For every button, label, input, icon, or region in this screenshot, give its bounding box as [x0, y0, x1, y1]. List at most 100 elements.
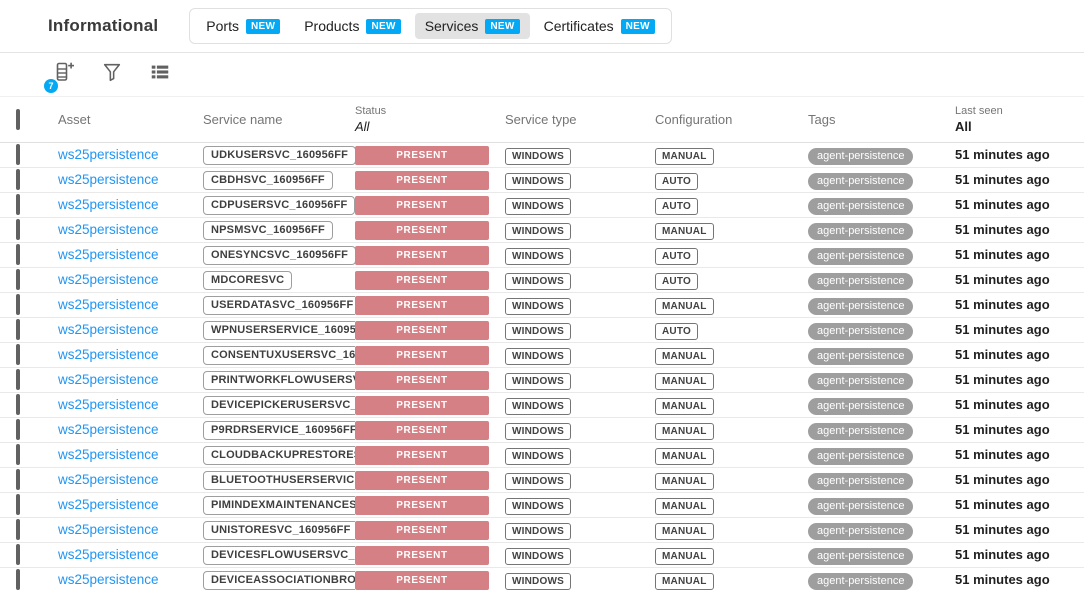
- filter-icon: [101, 61, 123, 88]
- service-type-chip: WINDOWS: [505, 247, 571, 265]
- tab-services[interactable]: Services NEW: [414, 13, 530, 39]
- last-seen-header-label: Last seen: [955, 105, 1003, 117]
- asset-link[interactable]: ws25persistence: [58, 247, 159, 262]
- asset-link[interactable]: ws25persistence: [58, 372, 159, 387]
- table-row: ws25persistence WPNUSERSERVICE_160956FF …: [0, 318, 1084, 343]
- row-checkbox[interactable]: [16, 194, 20, 215]
- row-checkbox[interactable]: [16, 569, 20, 590]
- status-badge: PRESENT: [355, 345, 489, 365]
- column-header-last-seen[interactable]: Last seen All: [955, 105, 1084, 134]
- row-checkbox[interactable]: [16, 144, 20, 165]
- view-list-button[interactable]: [148, 63, 172, 87]
- column-header-service-name[interactable]: Service name: [203, 112, 283, 127]
- asset-link[interactable]: ws25persistence: [58, 447, 159, 462]
- tag-badge: agent-persistence: [808, 197, 914, 215]
- configuration-chip: MANUAL: [655, 147, 714, 165]
- row-checkbox[interactable]: [16, 419, 20, 440]
- row-checkbox[interactable]: [16, 344, 20, 365]
- asset-link[interactable]: ws25persistence: [58, 547, 159, 562]
- asset-link[interactable]: ws25persistence: [58, 297, 159, 312]
- service-name-cell: WPNUSERSERVICE_160956FF: [203, 320, 355, 340]
- status-filter-value[interactable]: All: [355, 119, 370, 134]
- table-toolbar: 7: [0, 53, 1084, 97]
- last-seen-value: 51 minutes ago: [955, 147, 1050, 162]
- configuration-chip: AUTO: [655, 322, 698, 340]
- select-all-checkbox[interactable]: [16, 108, 20, 130]
- row-checkbox[interactable]: [16, 219, 20, 240]
- service-type-chip: WINDOWS: [505, 447, 571, 465]
- tab-products[interactable]: Products NEW: [294, 13, 410, 39]
- asset-link[interactable]: ws25persistence: [58, 422, 159, 437]
- column-header-configuration[interactable]: Configuration: [655, 112, 733, 127]
- filter-button[interactable]: [100, 63, 124, 87]
- table-row: ws25persistence CBDHSVC_160956FF PRESENT…: [0, 168, 1084, 193]
- table-row: ws25persistence P9RDRSERVICE_160956FF ..…: [0, 418, 1084, 443]
- row-checkbox[interactable]: [16, 319, 20, 340]
- column-header-service-type[interactable]: Service type: [505, 112, 577, 127]
- tag-badge: agent-persistence: [808, 372, 914, 390]
- service-type-chip: WINDOWS: [505, 547, 571, 565]
- asset-link[interactable]: ws25persistence: [58, 172, 159, 187]
- status-badge: PRESENT: [355, 445, 489, 465]
- add-column-icon: [52, 60, 76, 89]
- tab-certificates[interactable]: Certificates NEW: [534, 13, 665, 39]
- row-checkbox[interactable]: [16, 394, 20, 415]
- row-checkbox[interactable]: [16, 269, 20, 290]
- asset-link[interactable]: ws25persistence: [58, 522, 159, 537]
- table-row: ws25persistence DEVICEPICKERUSERSVC_160 …: [0, 393, 1084, 418]
- tag-badge: agent-persistence: [808, 297, 914, 315]
- row-checkbox[interactable]: [16, 469, 20, 490]
- service-type-chip: WINDOWS: [505, 297, 571, 315]
- asset-link[interactable]: ws25persistence: [58, 272, 159, 287]
- column-header-asset[interactable]: Asset: [58, 112, 91, 127]
- status-badge: PRESENT: [355, 420, 489, 440]
- status-badge: PRESENT: [355, 370, 489, 390]
- service-name-chip: DEVICEASSOCIATIONBROKER: [203, 570, 355, 590]
- row-checkbox[interactable]: [16, 369, 20, 390]
- tag-badge: agent-persistence: [808, 497, 914, 515]
- asset-link[interactable]: ws25persistence: [58, 197, 159, 212]
- asset-link[interactable]: ws25persistence: [58, 347, 159, 362]
- table-row: ws25persistence CDPUSERSVC_160956FF PRES…: [0, 193, 1084, 218]
- row-checkbox[interactable]: [16, 544, 20, 565]
- service-name-cell: DEVICESFLOWUSERSVC_1609: [203, 545, 355, 565]
- row-checkbox[interactable]: [16, 244, 20, 265]
- row-checkbox[interactable]: [16, 494, 20, 515]
- last-seen-filter-value[interactable]: All: [955, 119, 972, 134]
- tab-label: Certificates: [543, 18, 614, 34]
- tag-badge: agent-persistence: [808, 272, 914, 290]
- tag-badge: agent-persistence: [808, 572, 914, 590]
- tab-group: Ports NEW Products NEW Services NEW Cert…: [189, 8, 672, 44]
- service-name-chip: P9RDRSERVICE_160956FF: [203, 420, 355, 440]
- add-column-button[interactable]: 7: [44, 60, 76, 93]
- status-badge: PRESENT: [355, 245, 489, 265]
- service-name-chip: MDCORESVC: [203, 270, 293, 290]
- row-checkbox[interactable]: [16, 294, 20, 315]
- row-checkbox[interactable]: [16, 169, 20, 190]
- column-header-tags[interactable]: Tags: [808, 112, 836, 127]
- tag-badge: agent-persistence: [808, 222, 914, 240]
- last-seen-value: 51 minutes ago: [955, 197, 1050, 212]
- tag-badge: agent-persistence: [808, 397, 914, 415]
- row-checkbox[interactable]: [16, 444, 20, 465]
- row-checkbox[interactable]: [16, 519, 20, 540]
- asset-link[interactable]: ws25persistence: [58, 147, 159, 162]
- last-seen-value: 51 minutes ago: [955, 172, 1050, 187]
- add-column-count-badge: 7: [44, 78, 58, 93]
- service-name-chip: USERDATASVC_160956FF: [203, 295, 355, 315]
- last-seen-value: 51 minutes ago: [955, 347, 1050, 362]
- asset-link[interactable]: ws25persistence: [58, 222, 159, 237]
- configuration-chip: MANUAL: [655, 572, 714, 590]
- asset-link[interactable]: ws25persistence: [58, 572, 159, 587]
- asset-link[interactable]: ws25persistence: [58, 497, 159, 512]
- service-name-chip: UDKUSERSVC_160956FF: [203, 145, 355, 165]
- last-seen-value: 51 minutes ago: [955, 297, 1050, 312]
- service-name-cell: CBDHSVC_160956FF: [203, 170, 355, 190]
- tab-ports[interactable]: Ports NEW: [196, 13, 290, 39]
- asset-link[interactable]: ws25persistence: [58, 322, 159, 337]
- asset-link[interactable]: ws25persistence: [58, 472, 159, 487]
- asset-link[interactable]: ws25persistence: [58, 397, 159, 412]
- service-name-chip: CONSENTUXUSERSVC_16095: [203, 345, 355, 365]
- column-header-status[interactable]: Status All: [355, 105, 505, 134]
- service-name-chip: DEVICESFLOWUSERSVC_1609: [203, 545, 355, 565]
